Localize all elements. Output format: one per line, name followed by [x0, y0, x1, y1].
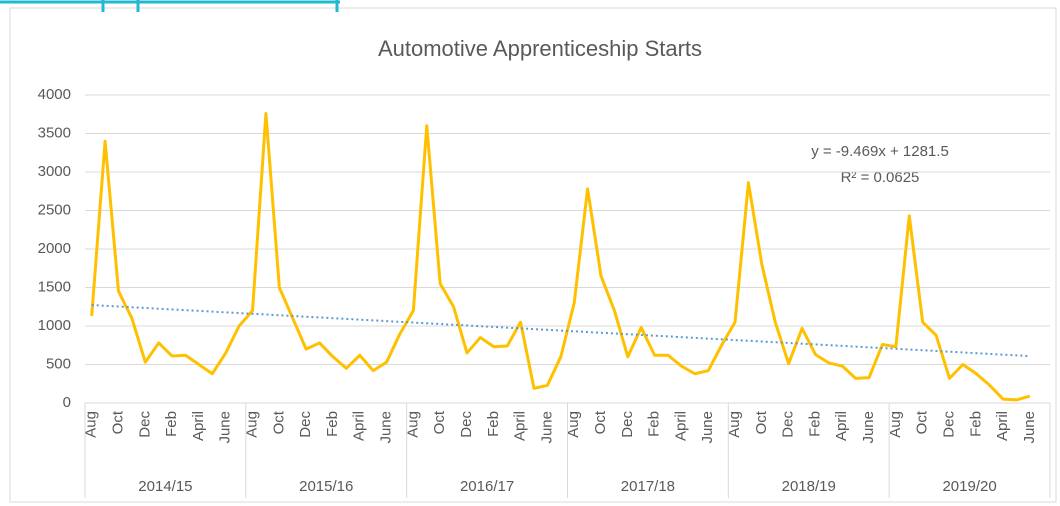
y-tick-label: 3500 [38, 124, 71, 141]
x-tick-label: June [538, 411, 555, 444]
x-tick-label: June [378, 411, 395, 444]
group-label: 2018/19 [782, 478, 836, 495]
group-label: 2019/20 [942, 478, 996, 495]
trendline [91, 304, 1030, 358]
y-tick-label: 2500 [38, 201, 71, 218]
x-tick-label: Aug [565, 411, 582, 438]
x-tick-label: June [1021, 411, 1038, 444]
x-tick-label: Feb [324, 411, 341, 437]
y-tick-label: 4000 [38, 86, 71, 103]
x-tick-label: Dec [940, 411, 957, 438]
x-tick-label: Feb [967, 411, 984, 437]
x-tick-label: Dec [780, 411, 797, 438]
x-tick-label: Feb [806, 411, 823, 437]
x-tick-label: Oct [109, 410, 126, 434]
x-tick-label: Dec [619, 411, 636, 438]
y-tick-label: 1000 [38, 317, 71, 334]
y-tick-label: 3000 [38, 163, 71, 180]
x-tick-label: Dec [297, 411, 314, 438]
group-label: 2017/18 [621, 478, 675, 495]
x-tick-label: April [833, 411, 850, 441]
x-tick-label: Aug [887, 411, 904, 438]
x-tick-label: April [994, 411, 1011, 441]
trend-equation: y = -9.469x + 1281.5 [811, 143, 949, 160]
x-tick-label: Aug [83, 411, 100, 438]
x-tick-label: Aug [404, 411, 421, 438]
x-tick-label: June [860, 411, 877, 444]
y-tick-label: 0 [63, 394, 71, 411]
x-tick-label: Feb [163, 411, 180, 437]
x-tick-label: April [672, 411, 689, 441]
x-tick-label: April [512, 411, 529, 441]
y-tick-label: 500 [46, 355, 71, 372]
data-line [90, 111, 1031, 402]
x-tick-label: Oct [592, 410, 609, 434]
x-tick-label: Dec [458, 411, 475, 438]
x-tick-label: Dec [136, 411, 153, 438]
group-label: 2015/16 [299, 478, 353, 495]
x-tick-label: Oct [270, 410, 287, 434]
x-tick-label: April [190, 411, 207, 441]
chart-frame [9, 7, 1057, 503]
group-label: 2016/17 [460, 478, 514, 495]
x-tick-label: Aug [244, 411, 261, 438]
x-tick-label: June [699, 411, 716, 444]
y-tick-label: 2000 [38, 240, 71, 257]
x-tick-label: Feb [485, 411, 502, 437]
trend-r2: R² = 0.0625 [841, 169, 920, 186]
x-tick-label: Oct [431, 410, 448, 434]
x-tick-label: June [217, 411, 234, 444]
x-tick-label: Oct [914, 410, 931, 434]
group-label: 2014/15 [138, 478, 192, 495]
x-tick-label: Feb [646, 411, 663, 437]
x-tick-label: Oct [753, 410, 770, 434]
x-tick-label: April [351, 411, 368, 441]
y-tick-label: 1500 [38, 278, 71, 295]
x-tick-label: Aug [726, 411, 743, 438]
chart-title: Automotive Apprenticeship Starts [378, 36, 702, 61]
